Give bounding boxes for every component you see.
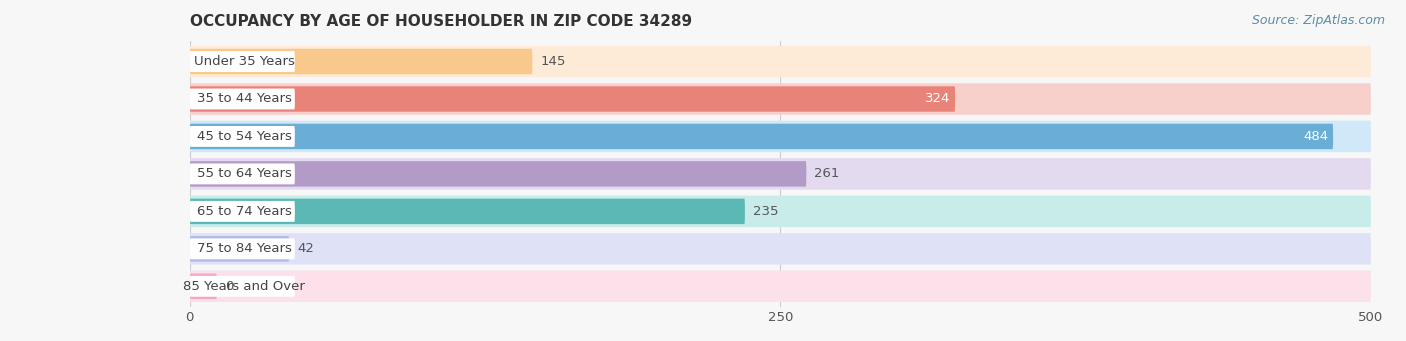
FancyBboxPatch shape — [190, 236, 290, 262]
FancyBboxPatch shape — [190, 89, 295, 109]
Text: 484: 484 — [1303, 130, 1329, 143]
FancyBboxPatch shape — [190, 51, 295, 72]
Text: 55 to 64 Years: 55 to 64 Years — [197, 167, 292, 180]
FancyBboxPatch shape — [190, 83, 1371, 115]
FancyBboxPatch shape — [190, 163, 295, 184]
FancyBboxPatch shape — [190, 124, 1333, 149]
Text: 85 Years and Over: 85 Years and Over — [183, 280, 305, 293]
Text: 65 to 74 Years: 65 to 74 Years — [197, 205, 292, 218]
FancyBboxPatch shape — [190, 121, 1371, 152]
Text: 45 to 54 Years: 45 to 54 Years — [197, 130, 292, 143]
Text: OCCUPANCY BY AGE OF HOUSEHOLDER IN ZIP CODE 34289: OCCUPANCY BY AGE OF HOUSEHOLDER IN ZIP C… — [190, 14, 692, 29]
FancyBboxPatch shape — [190, 46, 1371, 77]
FancyBboxPatch shape — [190, 199, 745, 224]
FancyBboxPatch shape — [190, 158, 1371, 190]
Text: Source: ZipAtlas.com: Source: ZipAtlas.com — [1251, 14, 1385, 27]
Text: 235: 235 — [752, 205, 779, 218]
Text: 75 to 84 Years: 75 to 84 Years — [197, 242, 292, 255]
FancyBboxPatch shape — [190, 233, 1371, 265]
FancyBboxPatch shape — [190, 273, 217, 299]
Text: 261: 261 — [814, 167, 839, 180]
Text: Under 35 Years: Under 35 Years — [194, 55, 295, 68]
FancyBboxPatch shape — [190, 86, 955, 112]
Text: 324: 324 — [925, 92, 950, 105]
FancyBboxPatch shape — [190, 238, 295, 259]
FancyBboxPatch shape — [190, 49, 533, 74]
FancyBboxPatch shape — [190, 201, 295, 222]
FancyBboxPatch shape — [190, 126, 295, 147]
FancyBboxPatch shape — [190, 276, 295, 297]
Text: 145: 145 — [540, 55, 565, 68]
Text: 42: 42 — [297, 242, 314, 255]
FancyBboxPatch shape — [190, 196, 1371, 227]
FancyBboxPatch shape — [190, 161, 806, 187]
FancyBboxPatch shape — [190, 270, 1371, 302]
Text: 35 to 44 Years: 35 to 44 Years — [197, 92, 292, 105]
Text: 0: 0 — [225, 280, 233, 293]
